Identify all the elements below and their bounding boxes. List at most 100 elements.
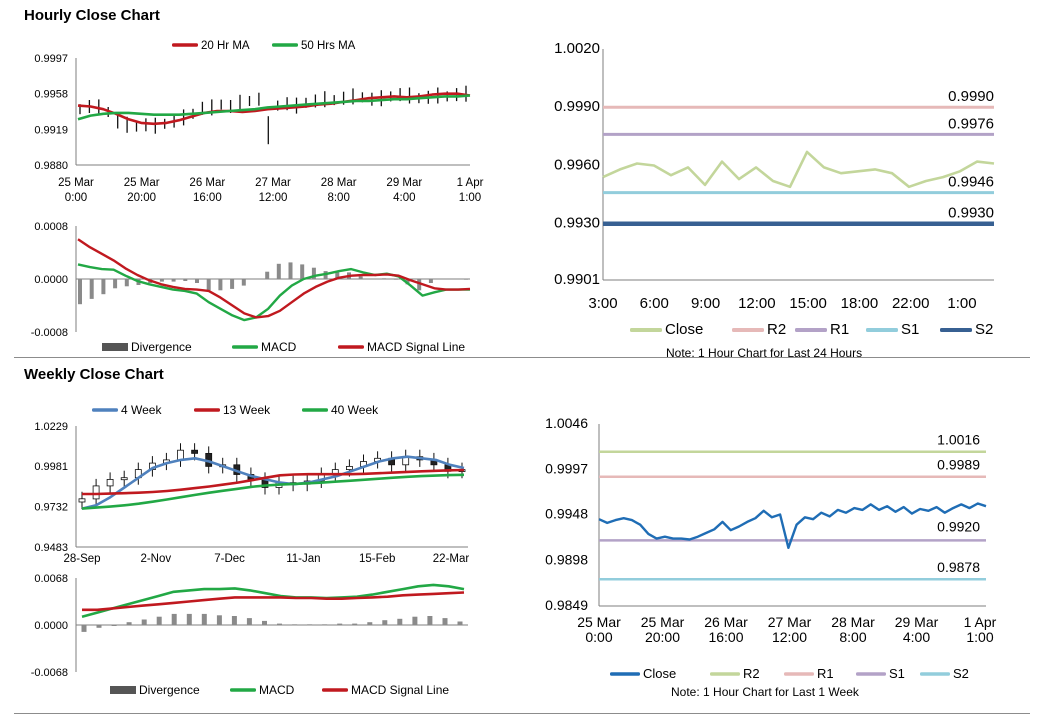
hourly-price-x-tick-1-date: 25 Mar bbox=[124, 177, 160, 189]
weekly-level-s1-label: 0.9920 bbox=[937, 518, 980, 534]
hourly-divergence-bar-3 bbox=[113, 279, 118, 289]
hourly-level-r2-label: 0.9990 bbox=[948, 88, 994, 105]
hourly-legend-macd-label: MACD bbox=[261, 340, 297, 354]
weekly-macd-line bbox=[81, 583, 465, 618]
weekly-levels-x-tick-5-date: 29 Mar bbox=[895, 614, 939, 630]
weekly-levels-legend-close-label: Close bbox=[643, 666, 676, 681]
hourly-levels-legend-r2-label: R2 bbox=[767, 321, 786, 338]
hourly-legend-divergence-label: Divergence bbox=[131, 340, 192, 354]
weekly-levels-x-tick-4-time: 8:00 bbox=[839, 629, 866, 645]
weekly-divergence-bar-25 bbox=[457, 621, 463, 625]
weekly-level-s2-label: 0.9878 bbox=[937, 559, 980, 575]
weekly-price-x-tick-0: 28-Sep bbox=[63, 553, 100, 565]
weekly-divergence-bar-2 bbox=[111, 625, 117, 626]
weekly-price-x-tick-5: 22-Mar bbox=[433, 553, 470, 565]
weekly-candle-body-1 bbox=[92, 485, 100, 500]
weekly-levels-x-tick-2-time: 16:00 bbox=[708, 629, 743, 645]
hourly-divergence-bar-11 bbox=[206, 279, 211, 291]
hourly-price-y-tick-3: 0.9880 bbox=[34, 160, 68, 172]
hourly-divergence-bar-20 bbox=[311, 267, 316, 279]
weekly-price-y-tick-3: 0.9483 bbox=[34, 542, 68, 554]
weekly-legend-signal-label: MACD Signal Line bbox=[351, 683, 449, 697]
weekly-level-r1-label: 0.9989 bbox=[937, 457, 980, 473]
hourly-divergence-bar-12 bbox=[218, 279, 223, 291]
hourly-close-line bbox=[602, 150, 995, 189]
hourly-50hrs-ma-line bbox=[77, 94, 471, 121]
weekly-levels-legend-s2-label: S2 bbox=[953, 666, 969, 681]
hourly-divergence-bar-19 bbox=[300, 264, 305, 279]
hourly-levels-x-tick-3: 12:00 bbox=[738, 295, 776, 312]
weekly-macd-y-tick-2: -0.0068 bbox=[31, 667, 68, 679]
weekly-40week-line bbox=[81, 473, 465, 510]
weekly-divergence-bar-1 bbox=[96, 625, 102, 628]
hourly-macd-signal-line bbox=[77, 238, 471, 319]
weekly-legend-40week-swatch bbox=[302, 408, 328, 412]
hourly-divergence-bar-13 bbox=[230, 279, 235, 289]
hourly-legend-signal-swatch bbox=[338, 345, 364, 349]
hourly-levels-legend-close-label: Close bbox=[665, 321, 703, 338]
weekly-levels-legend-close-swatch bbox=[610, 672, 640, 676]
hourly-levels-x-tick-6: 22:00 bbox=[892, 295, 930, 312]
hourly-price-y-tick-1: 0.9958 bbox=[34, 89, 68, 101]
weekly-divergence-bar-19 bbox=[367, 622, 373, 625]
hourly-price-x-tick-0-date: 25 Mar bbox=[58, 177, 94, 189]
weekly-levels-note: Note: 1 Hour Chart for Last 1 Week bbox=[671, 685, 859, 699]
weekly-levels-y-tick-2: 0.9948 bbox=[545, 506, 588, 522]
weekly-close-line bbox=[598, 502, 987, 549]
weekly-levels-legend-r1-swatch bbox=[784, 672, 814, 676]
hourly-price-x-tick-6-date: 1 Apr bbox=[457, 177, 484, 189]
hourly-level-r1-label: 0.9976 bbox=[948, 115, 994, 132]
hourly-levels-y-tick-1: 0.9990 bbox=[554, 98, 600, 115]
weekly-macd-signal-line bbox=[82, 591, 465, 612]
hourly-levels-x-tick-2: 9:00 bbox=[691, 295, 720, 312]
hourly-price-x-tick-3-time: 12:00 bbox=[259, 192, 288, 204]
hourly-divergence-bar-4 bbox=[124, 279, 129, 287]
hourly-levels-x-tick-4: 15:00 bbox=[789, 295, 827, 312]
hourly-price-x-tick-3-date: 27 Mar bbox=[255, 177, 291, 189]
hourly-divergence-bar-18 bbox=[288, 262, 293, 279]
hourly-levels-y-tick-2: 0.9960 bbox=[554, 156, 600, 173]
hourly-level-s1-label: 0.9946 bbox=[948, 174, 994, 191]
weekly-price-x-tick-2: 7-Dec bbox=[214, 553, 245, 565]
hourly-legend-50hrs-ma-swatch bbox=[272, 43, 298, 47]
weekly-price-y-tick-2: 0.9732 bbox=[34, 502, 68, 514]
weekly-divergence-bar-20 bbox=[382, 620, 388, 625]
hourly-price-x-tick-2-date: 26 Mar bbox=[189, 177, 225, 189]
hourly-divergence-bar-29 bbox=[417, 279, 422, 291]
weekly-levels-y-tick-3: 0.9898 bbox=[545, 552, 588, 568]
hourly-macd-line bbox=[77, 263, 470, 322]
hourly-price-y-tick-2: 0.9919 bbox=[34, 124, 68, 136]
weekly-legend-40week-label: 40 Week bbox=[331, 403, 379, 417]
hourly-divergence-bar-16 bbox=[265, 271, 270, 279]
weekly-divergence-bar-22 bbox=[412, 616, 418, 625]
hourly-price-x-tick-5-date: 29 Mar bbox=[386, 177, 422, 189]
hourly-divergence-bar-14 bbox=[241, 279, 246, 286]
weekly-divergence-bar-17 bbox=[337, 623, 343, 625]
hourly-divergence-bar-26 bbox=[382, 278, 387, 279]
weekly-levels-x-tick-6-date: 1 Apr bbox=[964, 614, 997, 630]
weekly-levels-legend-r2-swatch bbox=[710, 672, 740, 676]
hourly-levels-legend-r1-swatch bbox=[795, 328, 827, 332]
hourly-macd-y-tick-1: 0.0000 bbox=[34, 274, 68, 286]
weekly-price-x-tick-3: 11-Jan bbox=[286, 553, 320, 565]
weekly-divergence-bar-18 bbox=[352, 623, 358, 625]
weekly-candle-body-2 bbox=[106, 478, 114, 487]
section-divider bbox=[14, 357, 1030, 358]
weekly-levels-x-tick-1-date: 25 Mar bbox=[641, 614, 685, 630]
weekly-levels-x-tick-2-date: 26 Mar bbox=[704, 614, 748, 630]
weekly-candle-body-0 bbox=[78, 498, 86, 503]
weekly-divergence-bar-7 bbox=[186, 613, 192, 625]
hourly-levels-legend-s1-swatch bbox=[866, 328, 898, 332]
weekly-candle-body-3 bbox=[120, 477, 128, 481]
weekly-divergence-bar-4 bbox=[141, 619, 147, 625]
weekly-candle-body-8 bbox=[191, 449, 199, 454]
weekly-13week-line bbox=[82, 468, 465, 496]
hourly-levels-legend-r1-label: R1 bbox=[830, 321, 849, 338]
weekly-divergence-bar-9 bbox=[216, 615, 222, 625]
hourly-levels-x-tick-5: 18:00 bbox=[841, 295, 879, 312]
weekly-divergence-bar-23 bbox=[427, 616, 433, 625]
weekly-legend-macd-swatch bbox=[230, 688, 256, 692]
hourly-price-y-tick-0: 0.9997 bbox=[34, 53, 68, 65]
weekly-legend-divergence-swatch bbox=[110, 686, 136, 694]
